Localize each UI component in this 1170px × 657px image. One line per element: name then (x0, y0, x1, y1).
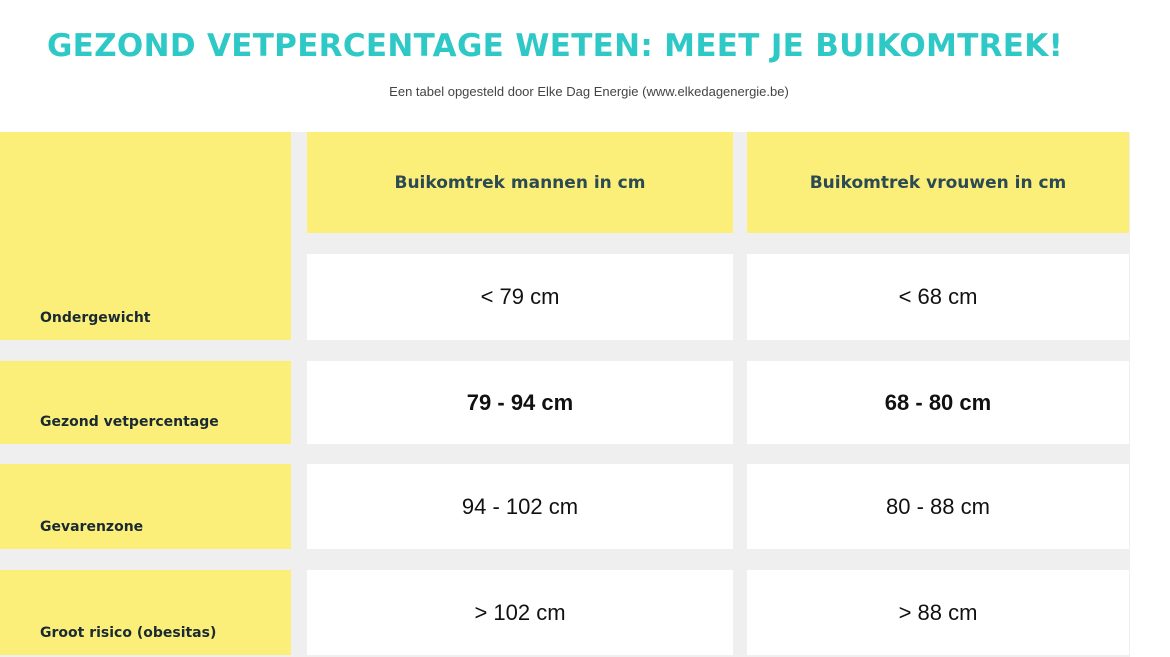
value-cell: 79 - 94 cm (307, 361, 733, 444)
value-cell: > 88 cm (747, 570, 1129, 655)
row-label: Ondergewicht (0, 233, 291, 340)
value-cell: 94 - 102 cm (307, 464, 733, 549)
title: GEZOND VETPERCENTAGE WETEN: MEET JE BUIK… (46, 28, 1064, 64)
value-cell: > 102 cm (307, 570, 733, 655)
table: Buikomtrek mannen in cm Buikomtrek vrouwe… (0, 132, 1130, 657)
value-cell: < 79 cm (307, 254, 733, 340)
value-cell: 68 - 80 cm (747, 361, 1129, 444)
value-cell: < 68 cm (747, 254, 1129, 340)
corner-cell (0, 132, 291, 233)
column-header: Buikomtrek vrouwen in cm (747, 132, 1129, 233)
value-cell: 80 - 88 cm (747, 464, 1129, 549)
row-label: Gevarenzone (0, 464, 291, 549)
column-header: Buikomtrek mannen in cm (307, 132, 733, 233)
row-label: Gezond vetpercentage (0, 361, 291, 444)
subtitle: Een tabel opgesteld door Elke Dag Energi… (389, 84, 789, 99)
row-label: Groot risico (obesitas) (0, 570, 291, 655)
